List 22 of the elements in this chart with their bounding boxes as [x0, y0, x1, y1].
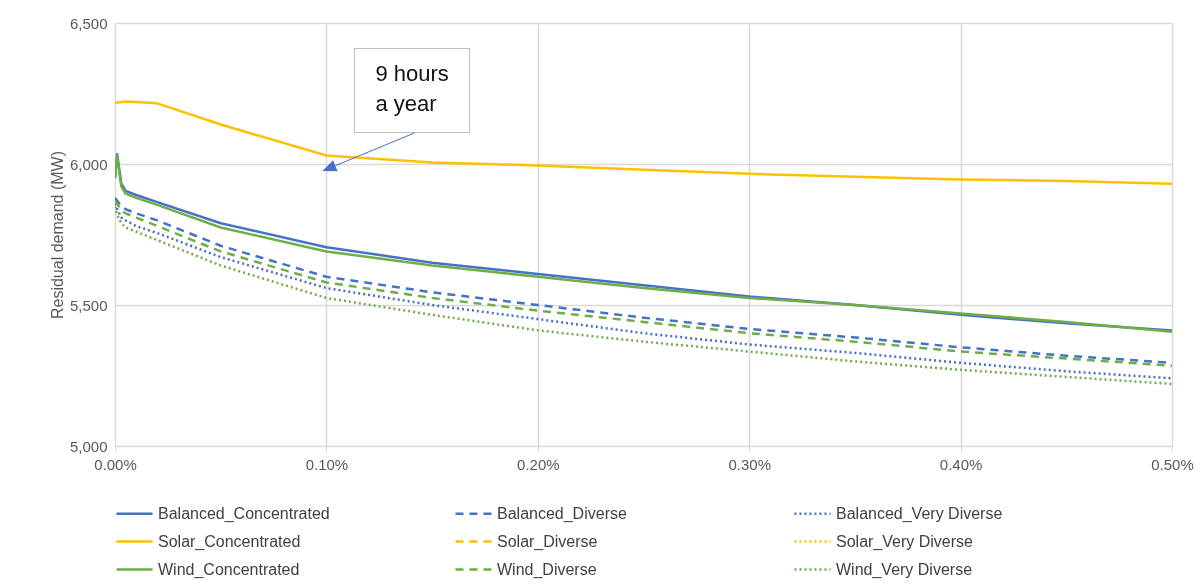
legend-label: Wind_Diverse [497, 560, 597, 579]
annotation: 9 hours a year [354, 48, 470, 134]
line-series [115, 100, 1172, 185]
legend-label: Balanced_Concentrated [158, 504, 330, 523]
y-tick-label: 6,000 [69, 155, 108, 173]
x-tick-label: 0.10% [305, 455, 349, 473]
legend-label: Balanced_Very Diverse [836, 504, 1003, 523]
legend-label: Balanced_Diverse [497, 504, 627, 523]
legend-label: Solar_Concentrated [158, 532, 301, 551]
y-tick-label: 5,000 [69, 437, 108, 455]
y-axis-title: Residual demand (MW) [48, 150, 66, 320]
x-tick-label: 0.50% [1151, 455, 1194, 473]
x-tick-label: 0.30% [728, 455, 771, 473]
x-tick-label: 0.40% [939, 455, 983, 473]
legend-label: Wind_Very Diverse [836, 560, 973, 579]
legend-label: Wind_Concentrated [158, 560, 300, 579]
x-tick-label: 0.00% [94, 455, 137, 473]
y-tick-label: 5,500 [69, 296, 108, 314]
x-tick-label: 0.20% [517, 455, 560, 473]
legend-label: Solar_Diverse [497, 532, 598, 551]
legend-label: Solar_Very Diverse [836, 532, 974, 551]
y-tick-label: 6,500 [69, 14, 108, 32]
